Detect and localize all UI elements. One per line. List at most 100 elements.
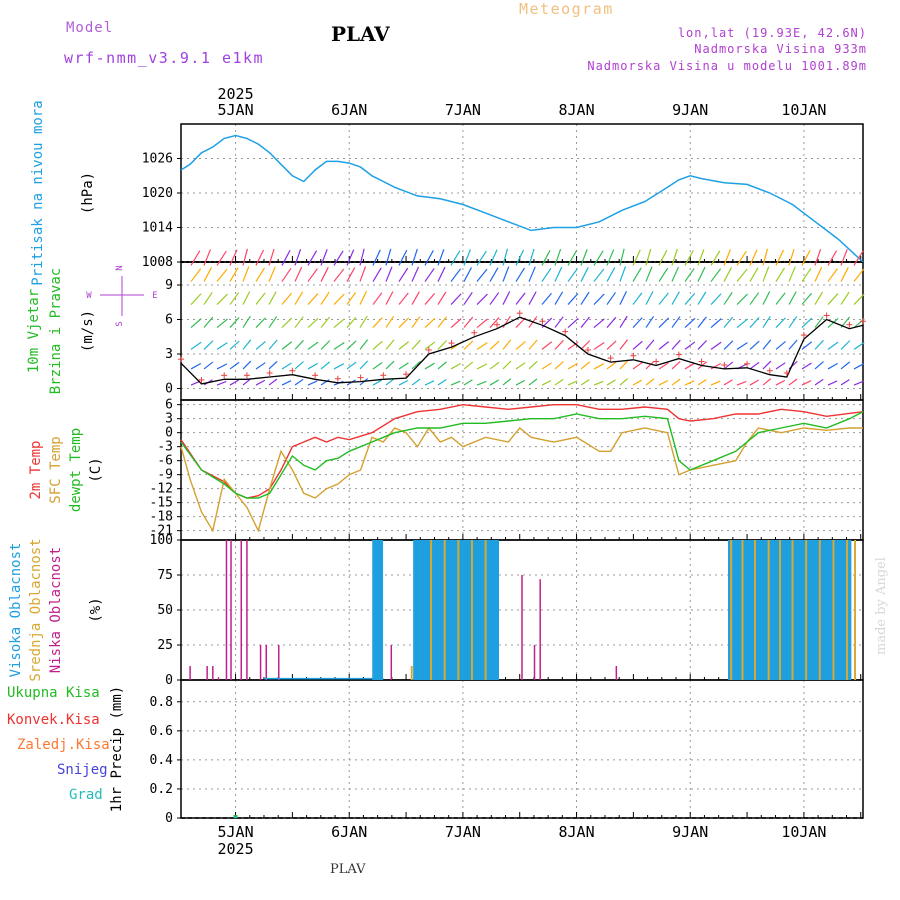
cloud-mid-bar	[457, 540, 460, 680]
wind-arrow	[411, 291, 420, 305]
y-tick-label: 3	[165, 347, 173, 362]
wind-arrow	[424, 380, 435, 386]
wind-arrow	[229, 267, 239, 282]
wind-arrow	[749, 379, 759, 386]
wind-arrow	[437, 316, 447, 328]
wind-arrow	[515, 267, 525, 282]
wind-arrow	[684, 268, 695, 282]
cloud-high-bar	[809, 540, 814, 680]
wind-arrow	[645, 315, 655, 328]
compass-n: N	[115, 265, 125, 270]
wind-arrow	[437, 378, 447, 386]
wind-arrow	[762, 291, 771, 305]
wind-arrow	[216, 293, 228, 305]
wind-arrow	[775, 267, 785, 282]
wind-arrow	[281, 362, 292, 370]
cloud-high-bar	[467, 540, 472, 680]
cloud-low-bar	[533, 645, 536, 680]
cloud-mid-bar	[443, 540, 446, 680]
wind-arrow	[684, 380, 695, 386]
wind-arrow	[281, 249, 291, 266]
wind-arrow	[515, 340, 526, 350]
cloud-high-bar	[477, 540, 482, 680]
wind-arrow	[463, 379, 473, 386]
wind-arrow	[307, 318, 319, 328]
wind-arrow	[684, 250, 694, 266]
wind-arrow	[359, 266, 367, 282]
wind-arrow	[619, 248, 625, 266]
cloud-high-bar	[494, 540, 499, 680]
cloud-high-bar	[803, 540, 808, 680]
y-tick-label: -18	[150, 510, 173, 525]
wind-arrow	[788, 316, 798, 328]
y-tick-label: 75	[157, 568, 173, 583]
wind-arrow	[346, 267, 356, 282]
wind-arrow	[684, 341, 696, 350]
x-tick-label-top: 6JAN	[331, 101, 367, 119]
wind-arrow	[736, 268, 748, 282]
wind-arrow	[242, 248, 249, 266]
wind-arrow	[606, 379, 616, 386]
cloud-high-bar	[372, 540, 377, 680]
wind-arrow	[684, 362, 695, 370]
wind-arrow	[840, 291, 850, 305]
wind-arrow	[294, 339, 304, 350]
wind-arrow	[229, 292, 240, 305]
cloud-low-bar	[265, 645, 267, 680]
cloud-high-bar	[765, 540, 770, 680]
wind-arrow	[554, 361, 564, 370]
pressure-ylabel: Pritisak na nivou mora	[30, 100, 46, 285]
wind-arrow	[411, 339, 421, 350]
wind-arrow	[359, 339, 369, 350]
wind-arrow	[697, 291, 707, 305]
cloud-high-bar	[734, 540, 739, 680]
wind-arrow	[775, 379, 786, 386]
cloud-unit: (%)	[88, 597, 104, 622]
wind-arrow	[710, 268, 722, 282]
wind-arrow	[515, 379, 526, 386]
temp2m-ylabel: 2m Temp	[28, 440, 44, 499]
cloud-high-bar	[413, 540, 418, 680]
wind-arrow	[203, 249, 211, 266]
wind-arrow	[814, 361, 824, 370]
wind-arrow	[320, 291, 330, 305]
wind-arrow	[749, 317, 760, 328]
wind-arrow	[645, 291, 654, 305]
wind-arrow	[658, 249, 668, 266]
y-tick-label: 0.6	[150, 724, 173, 739]
elevation-label: Nadmorska Visina 933m	[694, 42, 867, 56]
precip-freezing-label: Zaledj.Kisa	[17, 737, 110, 753]
wind-arrow	[853, 363, 865, 370]
wind-arrow	[671, 316, 681, 328]
wind-arrow	[697, 340, 708, 350]
wind-arrow	[203, 340, 214, 350]
cloud-high-bar	[450, 540, 455, 680]
cloud-high-bar	[464, 540, 469, 680]
wind-arrow	[489, 292, 500, 305]
wind-arrow	[229, 361, 240, 370]
wind-arrow	[827, 268, 838, 282]
y-tick-label: 6	[165, 398, 173, 413]
wind-arrow	[554, 266, 563, 282]
cloud-mid-bar	[818, 540, 821, 680]
wind-arrow	[762, 378, 772, 386]
cloud-mid-bar	[754, 540, 757, 680]
wind-arrow	[775, 362, 786, 370]
cloud-low-bar	[521, 575, 523, 680]
wind-arrow	[710, 293, 722, 305]
wind-arrow	[281, 341, 293, 350]
wind-arrow	[658, 379, 669, 386]
year-label-top: 2025	[217, 85, 253, 103]
compass-e: E	[152, 291, 157, 301]
x-tick-label-bottom: 6JAN	[331, 823, 367, 841]
cloud-low-bar	[246, 540, 248, 680]
y-tick-label: -6	[157, 454, 173, 469]
y-tick-label: -9	[157, 468, 173, 483]
x-tick-label-bottom: 5JAN	[217, 823, 253, 841]
wind-arrow	[658, 292, 669, 305]
wind-arrow	[541, 362, 552, 370]
wind-arrow	[853, 293, 865, 305]
wind-arrow	[827, 362, 838, 370]
cloud-high-bar	[437, 540, 442, 680]
wind-arrow	[775, 249, 785, 266]
